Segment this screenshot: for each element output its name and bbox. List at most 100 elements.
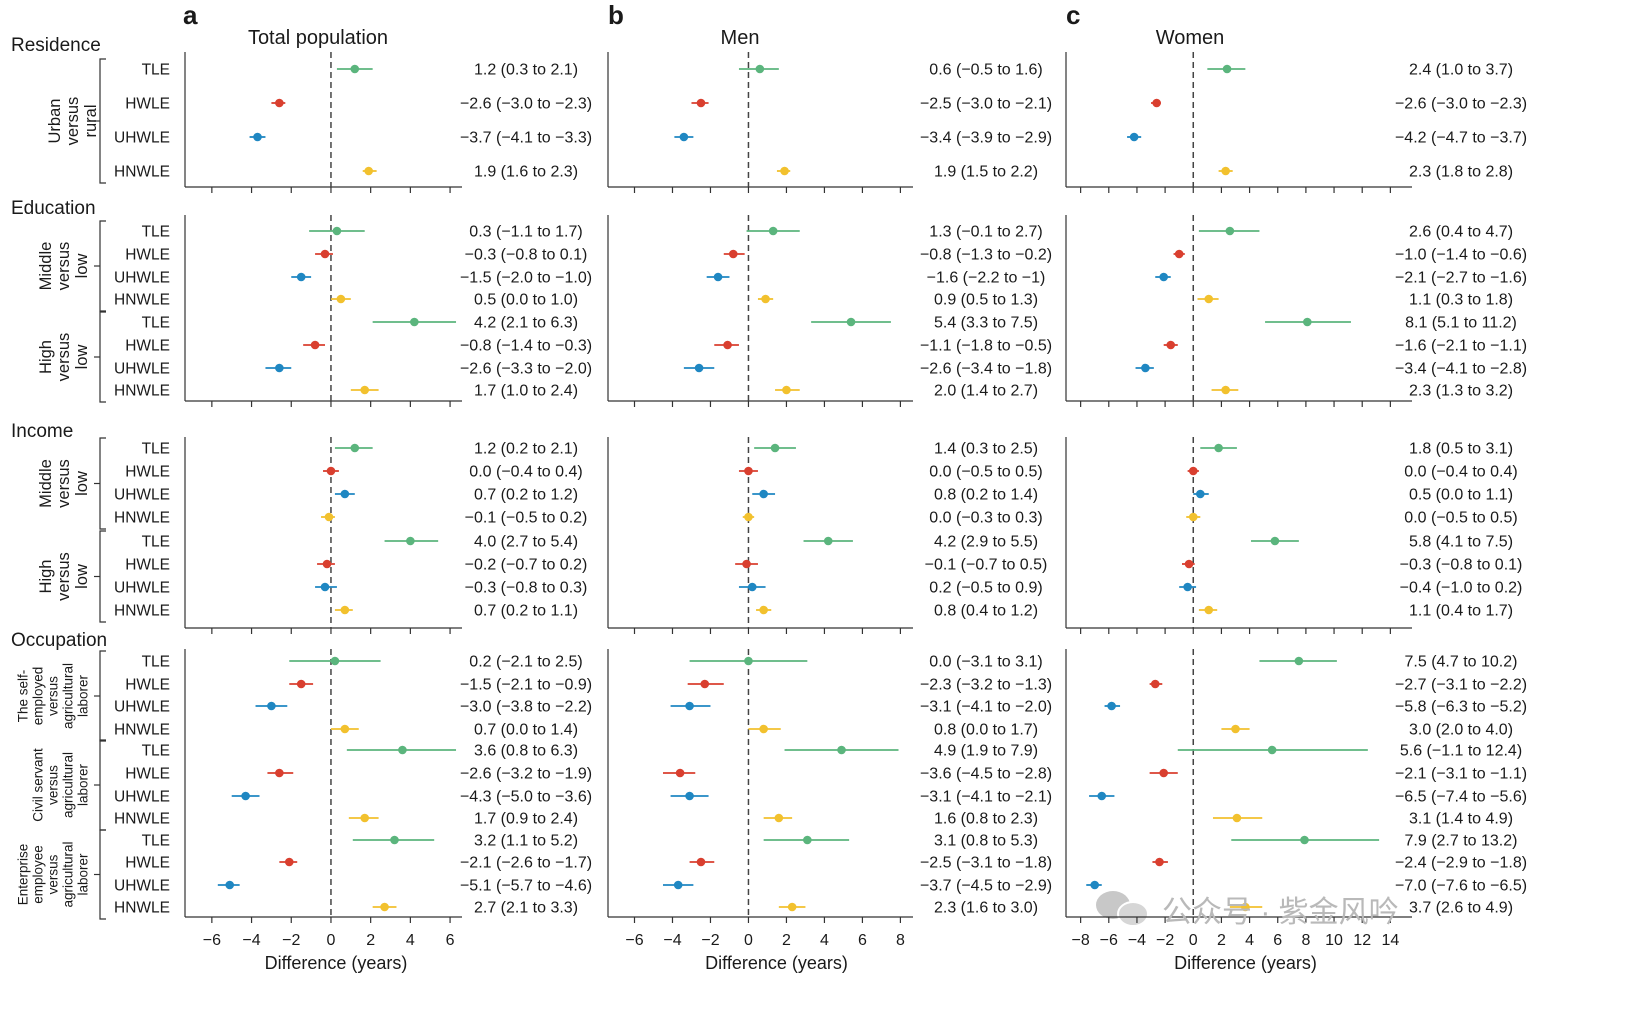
group-bracket [99,650,106,742]
estimate-label: 7.9 (2.7 to 13.2) [1405,833,1518,850]
metric-label: HWLE [125,677,170,694]
estimate-label: −2.1 (−2.7 to −1.6) [1395,270,1527,287]
x-tick-label: −6 [1100,932,1118,949]
point-hwle [326,466,336,476]
estimate-label: −2.6 (−3.0 to −2.3) [1395,96,1527,113]
group-label-line: employee [31,845,46,904]
metric-label: TLE [142,654,170,671]
metric-label: TLE [142,534,170,551]
group-label-line: employed [31,667,46,726]
point-hwle [744,466,753,476]
point-hnwle [1241,902,1250,912]
estimate-label: 2.3 (1.3 to 3.2) [1409,383,1513,400]
point-uhwle [253,132,262,142]
estimate-label: 1.6 (0.8 to 2.3) [934,811,1038,828]
metric-label: UHWLE [114,361,170,378]
estimate-label: −2.6 (−3.0 to −2.3) [460,96,592,113]
point-hnwle [1204,605,1214,615]
metric-label: TLE [142,224,170,241]
point-hnwle [360,813,370,823]
panel-title: Total population [248,27,388,49]
group-label-line: Middle [37,459,55,508]
estimate-label: 0.0 (−0.5 to 0.5) [929,464,1042,481]
group-label-line: low [73,254,91,279]
point-hnwle [340,605,350,615]
estimate-label: 8.1 (5.1 to 11.2) [1405,315,1517,332]
estimate-label: −2.7 (−3.1 to −2.2) [1395,677,1527,694]
point-tle [1270,536,1280,546]
point-hwle [700,679,710,689]
section-label: Residence [11,35,101,56]
metric-label: TLE [142,743,170,760]
estimate-label: 0.9 (0.5 to 1.3) [934,292,1038,309]
metric-label: UHWLE [114,487,170,504]
estimate-label: 0.0 (−0.4 to 0.4) [469,464,582,481]
point-hwle [1166,340,1176,350]
point-hnwle [1188,512,1198,522]
estimate-label: 4.2 (2.9 to 5.5) [934,534,1038,551]
estimate-label: −5.8 (−6.3 to −5.2) [1395,699,1527,716]
point-hnwle [1204,294,1214,304]
estimate-label: −3.4 (−4.1 to −2.8) [1395,361,1527,378]
estimate-label: 0.0 (−0.3 to 0.3) [929,510,1042,527]
estimate-label: −2.5 (−3.1 to −1.8) [920,855,1052,872]
estimate-label: −3.1 (−4.1 to −2.1) [920,789,1052,806]
section-label: Occupation [11,630,107,651]
point-hnwle [787,902,797,912]
estimate-label: −2.6 (−3.4 to −1.8) [920,361,1052,378]
section-label: Education [11,198,96,219]
estimate-label: −2.3 (−3.2 to −1.3) [920,677,1052,694]
point-tle [406,536,415,546]
x-tick-label: −4 [242,932,260,949]
metric-label: HWLE [125,96,170,113]
x-tick-label: 0 [744,932,753,949]
point-uhwle [1141,363,1150,373]
estimate-label: −4.2 (−4.7 to −3.7) [1395,130,1527,147]
point-hnwle [1232,813,1242,823]
metric-label: HWLE [125,557,170,574]
estimate-label: 1.8 (0.5 to 3.1) [1409,441,1513,458]
metric-label: UHWLE [114,699,170,716]
group-label-line: versus [55,242,73,291]
group-bracket [99,739,106,831]
metric-label: UHWLE [114,270,170,287]
estimate-label: 0.7 (0.2 to 1.1) [474,603,578,620]
x-tick-label: 4 [1245,932,1254,949]
x-tick-label: −4 [1128,932,1146,949]
estimate-label: 2.3 (1.8 to 2.8) [1409,164,1513,181]
group-bracket [99,829,106,920]
estimate-label: 1.1 (0.4 to 1.7) [1409,603,1513,620]
metric-label: HWLE [125,464,170,481]
estimate-label: 5.8 (4.1 to 7.5) [1409,534,1513,551]
x-tick-label: 4 [406,932,415,949]
group-label-line: rural [82,104,100,137]
estimate-label: 3.0 (2.0 to 4.0) [1409,722,1513,739]
estimate-label: −3.7 (−4.1 to −3.3) [460,130,592,147]
estimate-label: 1.3 (−0.1 to 2.7) [929,224,1042,241]
point-uhwle [296,272,306,282]
point-hwle [728,249,738,259]
point-uhwle [694,363,704,373]
point-tle [1294,656,1304,666]
point-uhwle [679,132,689,142]
group-label-line: versus [55,552,73,601]
point-hnwle [759,724,768,734]
point-uhwle [275,363,284,373]
estimate-label: 1.9 (1.5 to 2.2) [934,164,1038,181]
point-hwle [1188,466,1198,476]
estimate-label: 3.6 (0.8 to 6.3) [474,743,578,760]
estimate-label: −5.1 (−5.7 to −4.6) [460,878,592,895]
point-hnwle [336,294,346,304]
group-label-line: versus [46,854,61,894]
metric-label: UHWLE [114,580,170,597]
group-label-line: Enterprise [16,844,31,906]
estimate-label: −0.3 (−0.8 to 0.1) [1400,557,1523,574]
point-tle [390,835,399,845]
estimate-label: 0.2 (−2.1 to 2.5) [469,654,582,671]
estimate-label: −0.1 (−0.7 to 0.5) [925,557,1048,574]
group-label-line: low [73,564,91,589]
estimate-label: 3.1 (1.4 to 4.9) [1409,811,1513,828]
point-hnwle [759,605,768,615]
point-uhwle [241,791,250,801]
